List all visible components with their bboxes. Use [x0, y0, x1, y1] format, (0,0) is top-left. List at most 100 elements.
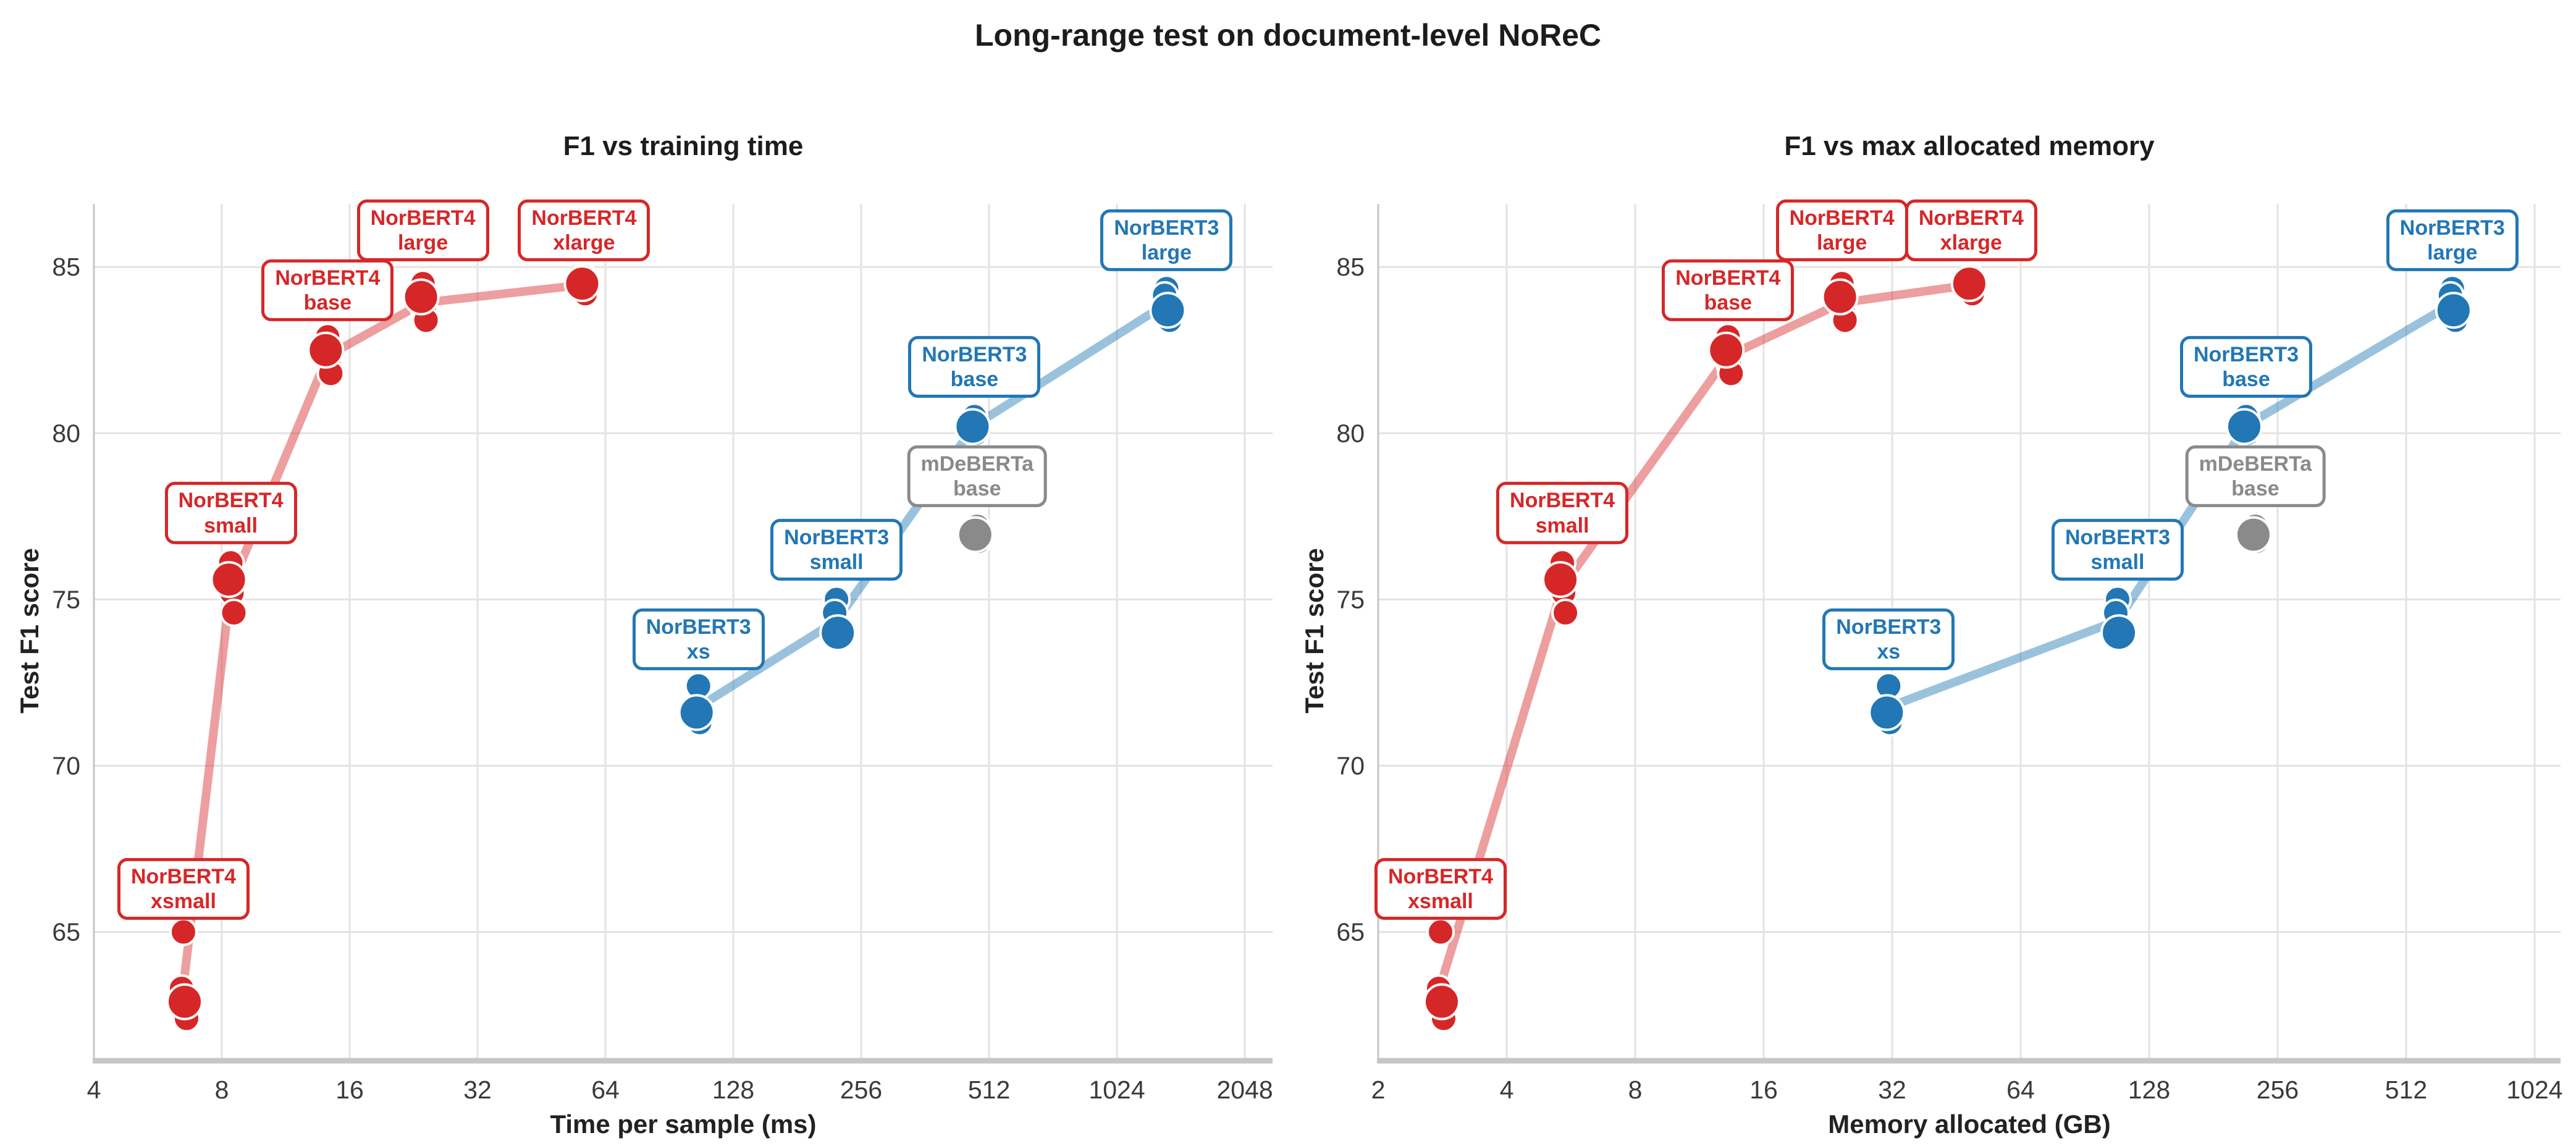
annotation-model-name: NorBERT3	[1836, 615, 1942, 639]
annotation-model-size: base	[953, 477, 1001, 501]
annotation-model-name: NorBERT4	[1510, 489, 1615, 513]
y-tick-label: 80	[52, 419, 80, 447]
data-point-norbert3-large	[2435, 292, 2472, 329]
annotation-model-size: small	[1535, 513, 1589, 537]
x-tick-label: 128	[2128, 1076, 2170, 1104]
annotation-model-name: NorBERT4	[1387, 864, 1493, 888]
y-axis-label-left: Test F1 score	[15, 548, 44, 714]
y-tick-label: 85	[1336, 253, 1365, 281]
annotation-model-name: NorBERT3	[922, 342, 1027, 366]
x-tick-label: 32	[1878, 1076, 1906, 1104]
x-tick-label: 4	[87, 1076, 101, 1104]
annotation-model-size: small	[2090, 550, 2145, 574]
data-point-norbert3-large	[1149, 292, 1187, 329]
annotation-model-name: NorBERT4	[370, 206, 476, 230]
annotation-model-size: small	[809, 550, 864, 574]
figure-title: Long-range test on document-level NoReC	[975, 18, 1601, 53]
x-tick-label: 8	[215, 1076, 229, 1104]
data-point-norbert3-xs	[1868, 694, 1906, 731]
annotation-model-size: large	[397, 231, 448, 255]
annotation-model-size: small	[204, 513, 258, 537]
y-axis-label-right: Test F1 score	[1300, 548, 1329, 714]
data-point-norbert4-xsmall	[1426, 917, 1455, 946]
data-point-norbert4-xlarge	[1950, 265, 1988, 303]
annotation-norbert3-large: NorBERT3 large	[1100, 209, 1233, 272]
data-point-norbert4-small	[210, 561, 248, 599]
x-tick-label: 1024	[2506, 1076, 2562, 1104]
x-tick-label: 512	[2385, 1076, 2427, 1104]
annotation-norbert3-xs: NorBERT3 xs	[632, 608, 765, 671]
annotation-model-name: NorBERT3	[646, 615, 751, 639]
subplot-title-left: F1 vs training time	[563, 131, 804, 161]
annotation-mdeberta-base: mDeBERTa base	[2185, 445, 2326, 508]
annotation-norbert4-base: NorBERT4 base	[261, 259, 394, 322]
annotation-model-size: base	[950, 367, 999, 391]
annotation-model-name: mDeBERTa	[920, 452, 1034, 476]
x-tick-label: 4	[1500, 1076, 1514, 1104]
annotation-model-name: NorBERT3	[2065, 525, 2171, 549]
data-point-norbert4-base	[307, 331, 345, 369]
data-point-norbert4-small	[1542, 561, 1580, 599]
annotation-model-size: xs	[1877, 639, 1901, 664]
data-point-norbert4-large	[1821, 278, 1859, 316]
annotation-model-size: xlarge	[553, 231, 615, 255]
data-point-mdeberta-base	[2234, 516, 2272, 554]
annotation-model-size: large	[1141, 241, 1192, 265]
x-tick-label: 2	[1371, 1076, 1386, 1104]
annotation-model-size: xsmall	[151, 889, 216, 913]
annotation-norbert4-xlarge: NorBERT4 xlarge	[518, 199, 650, 262]
y-tick-label: 85	[52, 253, 80, 281]
annotation-model-size: large	[1816, 231, 1867, 255]
x-tick-label: 256	[840, 1076, 882, 1104]
annotation-model-name: NorBERT4	[130, 864, 236, 888]
annotation-model-name: NorBERT4	[1789, 206, 1895, 230]
annotation-norbert3-base: NorBERT3 base	[2179, 335, 2313, 398]
y-tick-label: 70	[52, 751, 80, 780]
annotation-model-name: NorBERT3	[2193, 342, 2299, 366]
x-tick-label: 32	[463, 1076, 492, 1104]
annotation-norbert4-small: NorBERT4 small	[1496, 482, 1629, 544]
annotation-norbert3-base: NorBERT3 base	[908, 335, 1041, 398]
x-tick-label: 16	[1749, 1076, 1778, 1104]
annotation-model-name: NorBERT3	[784, 525, 890, 549]
x-tick-label: 8	[1628, 1076, 1643, 1104]
annotation-model-name: NorBERT4	[1675, 266, 1781, 290]
data-point-norbert4-xsmall	[169, 917, 198, 946]
data-point-norbert3-small	[819, 614, 857, 652]
data-point-norbert4-xsmall	[166, 983, 203, 1021]
annotation-model-size: base	[2222, 367, 2270, 391]
annotation-model-size: base	[1704, 290, 1753, 314]
data-point-norbert3-base	[954, 408, 991, 445]
annotation-model-size: xlarge	[1940, 231, 2002, 255]
annotation-norbert4-small: NorBERT4 small	[164, 482, 297, 544]
data-point-norbert3-xs	[678, 694, 715, 731]
y-tick-label: 80	[1336, 419, 1365, 447]
annotation-model-name: mDeBERTa	[2199, 452, 2312, 476]
annotation-norbert4-large: NorBERT4 large	[356, 199, 489, 262]
annotation-norbert4-xlarge: NorBERT4 xlarge	[1905, 199, 2037, 262]
subplot-title-right: F1 vs max allocated memory	[1784, 131, 2155, 161]
data-point-norbert4-small	[1551, 598, 1580, 627]
y-tick-label: 65	[1336, 918, 1365, 946]
annotation-model-size: xs	[686, 639, 710, 664]
annotation-norbert4-large: NorBERT4 large	[1775, 199, 1908, 262]
data-point-norbert4-xlarge	[563, 265, 601, 303]
annotation-model-name: NorBERT4	[1918, 206, 2024, 230]
data-point-mdeberta-base	[956, 516, 994, 554]
y-tick-label: 65	[52, 918, 80, 946]
x-tick-label: 1024	[1088, 1076, 1145, 1104]
x-tick-label: 256	[2257, 1076, 2299, 1104]
x-tick-label: 64	[2006, 1076, 2035, 1104]
data-point-norbert3-base	[2226, 408, 2263, 445]
annotation-norbert4-xsmall: NorBERT4 xsmall	[1374, 857, 1507, 920]
data-point-norbert4-small	[219, 598, 248, 627]
y-tick-label: 75	[1336, 585, 1365, 613]
annotation-model-name: NorBERT4	[531, 206, 637, 230]
annotation-model-name: NorBERT3	[2399, 216, 2505, 240]
annotation-model-size: large	[2427, 241, 2478, 265]
annotation-norbert3-large: NorBERT3 large	[2386, 209, 2519, 272]
x-tick-label: 128	[712, 1076, 754, 1104]
data-point-norbert4-large	[402, 278, 440, 316]
